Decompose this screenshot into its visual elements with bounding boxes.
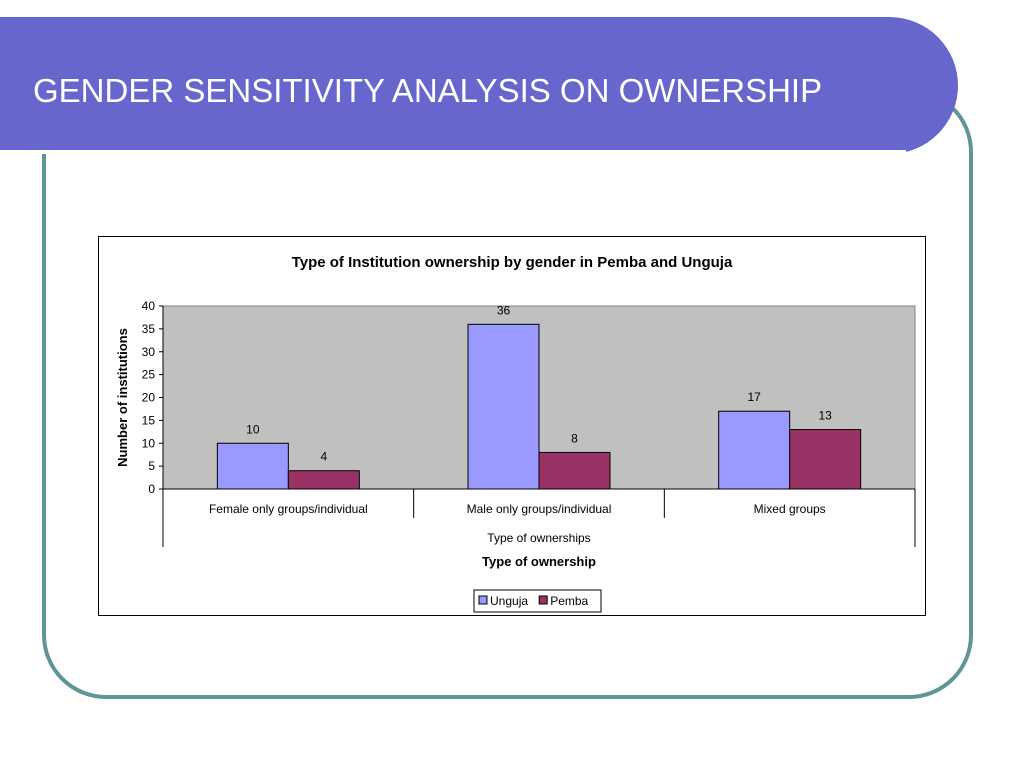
legend-label-pemba: Pemba	[550, 594, 588, 608]
x-category-label: Mixed groups	[754, 502, 826, 516]
bar-pemba	[789, 429, 862, 490]
legend-label-unguja: Unguja	[490, 594, 528, 608]
data-label-pemba: 13	[818, 409, 832, 423]
chart-container: Type of Institution ownership by gender …	[98, 236, 926, 616]
x-category-label: Male only groups/individual	[467, 502, 612, 516]
chart-title: Type of Institution ownership by gender …	[292, 254, 733, 271]
title-underline	[0, 150, 906, 154]
y-tick-label: 20	[142, 391, 156, 405]
x-axis-title: Type of ownership	[482, 554, 596, 569]
y-tick-label: 40	[142, 299, 156, 313]
legend-box	[473, 589, 602, 613]
data-label-unguja: 10	[246, 422, 260, 436]
bar-unguja	[467, 323, 540, 490]
data-label-unguja: 36	[497, 303, 511, 317]
y-tick-label: 0	[148, 482, 155, 496]
x-category-label: Female only groups/individual	[209, 502, 368, 516]
data-label-unguja: 17	[747, 390, 761, 404]
y-tick-label: 30	[142, 345, 156, 359]
legend-swatch-pemba	[538, 595, 548, 605]
title-bar: GENDER SENSITIVITY ANALYSIS ON OWNERSHIP	[0, 17, 958, 154]
y-tick-label: 25	[142, 368, 156, 382]
y-axis-title: Number of institutions	[115, 328, 130, 467]
y-tick-label: 5	[148, 459, 155, 473]
data-label-pemba: 8	[571, 431, 578, 445]
bar-unguja	[216, 442, 289, 490]
legend-swatch-unguja	[478, 595, 488, 605]
slide-title: GENDER SENSITIVITY ANALYSIS ON OWNERSHIP	[33, 72, 823, 109]
y-tick-label: 10	[142, 436, 156, 450]
data-label-pemba: 4	[320, 450, 327, 464]
bar-pemba	[287, 470, 360, 490]
y-tick-label: 35	[142, 322, 156, 336]
chart-svg: Type of Institution ownership by gender …	[115, 254, 916, 613]
bar-pemba	[538, 451, 611, 490]
x-category-group-label: Type of ownerships	[487, 531, 590, 545]
bar-unguja	[718, 410, 791, 490]
y-tick-label: 15	[142, 413, 156, 427]
